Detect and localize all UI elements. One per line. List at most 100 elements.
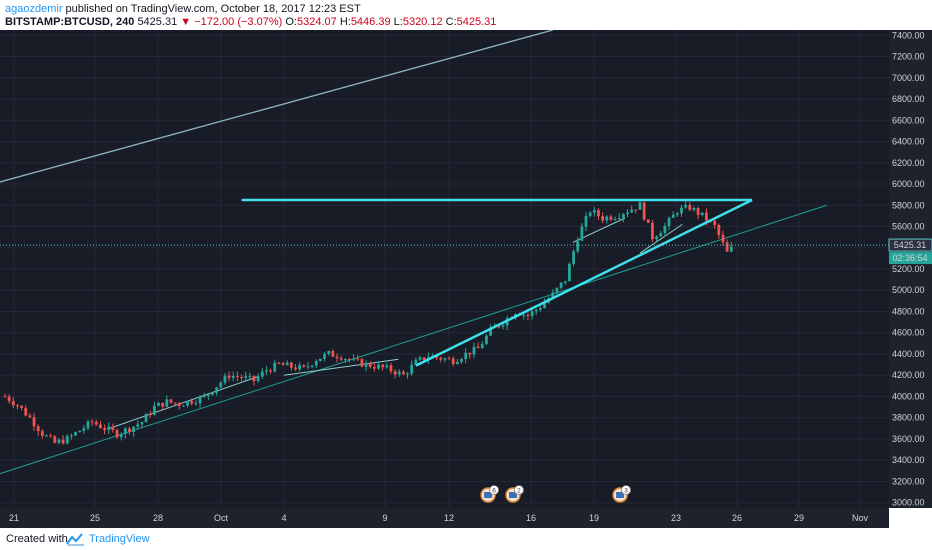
candle-body [377,364,380,369]
minor-trendline[interactable] [639,223,683,254]
candle-body [260,371,264,377]
price-tick-label: 5000.00 [892,285,925,295]
candle-body [227,375,231,379]
candle-body [65,436,69,444]
candle-body [526,314,530,317]
candle-body [206,394,210,396]
candle-body [397,371,401,375]
time-tick-label: Oct [214,513,229,523]
long-channel-bottom-line[interactable] [0,204,827,476]
candle-body [107,426,111,431]
price-tick-label: 7400.00 [892,30,925,40]
rising-support-line[interactable] [415,198,753,367]
candle-body [285,362,289,366]
candle-body [186,400,189,406]
candle-body [74,432,77,436]
event-marker[interactable]: 3 [612,485,631,503]
price-tick-label: 6800.00 [892,94,925,104]
economic-events[interactable]: 6 2 3 [480,485,631,503]
candle-body [671,214,675,218]
open-value: 5324.07 [296,16,337,28]
candle-body [555,287,559,293]
close-value: 5425.31 [456,16,497,28]
candle-body [572,251,575,264]
candle-body [215,387,219,393]
candle-body [680,207,683,214]
candle-body [20,405,23,409]
time-tick-label: 23 [671,513,681,523]
candle-body [82,428,86,431]
candle-body [451,358,455,365]
grid-lines [0,30,889,508]
us-flag-icon [616,492,625,498]
open-label: O: [285,16,297,28]
down-arrow-icon: ▼ [180,16,192,28]
time-tick-label: 26 [732,513,742,523]
trendlines[interactable] [241,198,753,367]
author-link[interactable]: agaozdemir [5,3,63,15]
current-price-tag [888,238,932,252]
tradingview-brand-link[interactable]: TradingView [89,533,150,545]
candle-body [231,375,235,379]
candle-body [61,439,65,444]
candle-body [646,219,650,223]
time-tick-label: 4 [281,513,286,523]
candle-body [319,358,322,362]
price-chart[interactable]: 7400.00 7200.00 7000.00 6800.00 6600.00 6400.… [0,30,932,528]
candle-body [289,362,293,368]
price-axis[interactable] [889,30,932,508]
candle-body [202,395,206,397]
price-tick-label: 5600.00 [892,222,925,232]
candle-body [543,302,546,308]
candle-body [343,359,347,361]
candle-body [152,405,156,415]
price-tick-label: 6000.00 [892,179,925,189]
candle-body [667,217,671,227]
countdown-tag-text: 02:36:54 [892,253,927,263]
candle-body [464,352,468,360]
minor-trendline[interactable] [283,358,399,376]
candle-body [663,226,667,234]
candle-body [190,400,194,404]
candle-body [323,353,326,359]
candle-body [45,435,48,437]
candle-body [69,435,73,437]
candle-body [630,209,634,213]
time-axis[interactable] [0,508,889,528]
candle-body [568,263,571,282]
candle-body [57,439,61,443]
candle-body [584,215,588,227]
candle-body [729,246,733,252]
minor-trendline[interactable] [109,375,260,429]
candle-body [605,216,609,221]
candle-body [580,226,584,241]
event-marker[interactable]: 6 [480,485,499,503]
time-tick-label: 21 [9,513,19,523]
candle-body [99,424,102,429]
candle-body [704,212,708,221]
candle-body [489,327,492,336]
event-marker[interactable]: 2 [505,485,524,503]
candle-body [692,208,696,210]
candle-body [393,371,397,375]
candle-body [331,351,335,357]
candle-body [140,422,144,425]
candle-body [298,365,302,370]
candle-body [725,242,729,252]
candle-body [352,358,356,360]
candle-body [144,414,148,423]
candle-body [455,361,459,365]
candle-body [356,358,360,360]
candle-body [11,401,15,406]
long-channel-top-line[interactable] [0,30,553,184]
price-tick-label: 4400.00 [892,349,925,359]
candle-body [609,216,613,220]
candle-body [265,370,268,372]
candle-body [368,362,372,367]
candle-body [40,431,44,436]
candle-body [372,366,376,369]
candle-body [617,217,621,219]
us-flag-icon [484,492,493,498]
candle-body [538,307,542,310]
time-scale-labels: 21 25 28 Oct 4 9 12 16 19 23 26 29 Nov [9,513,869,523]
